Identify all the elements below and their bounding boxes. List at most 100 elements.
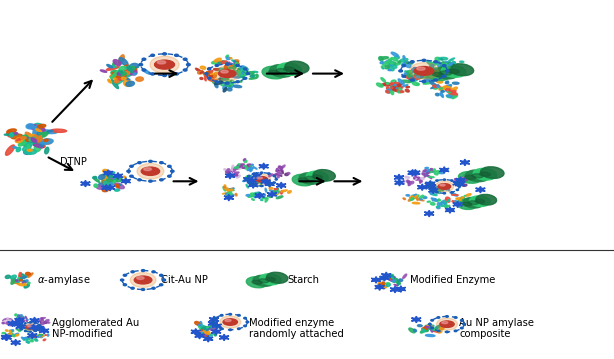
Ellipse shape xyxy=(460,197,465,199)
Ellipse shape xyxy=(446,94,455,98)
Ellipse shape xyxy=(444,64,453,67)
Ellipse shape xyxy=(241,66,248,70)
Ellipse shape xyxy=(391,280,392,281)
Ellipse shape xyxy=(254,176,261,178)
Ellipse shape xyxy=(44,322,46,323)
Ellipse shape xyxy=(123,79,131,87)
Ellipse shape xyxy=(104,178,107,186)
Ellipse shape xyxy=(142,69,151,74)
Ellipse shape xyxy=(270,194,273,195)
Ellipse shape xyxy=(206,328,209,331)
Ellipse shape xyxy=(461,179,465,180)
Ellipse shape xyxy=(435,188,439,190)
Ellipse shape xyxy=(233,188,234,189)
Ellipse shape xyxy=(280,171,282,173)
Ellipse shape xyxy=(459,172,482,183)
Ellipse shape xyxy=(394,63,401,65)
Ellipse shape xyxy=(391,89,394,95)
Ellipse shape xyxy=(265,188,266,192)
Ellipse shape xyxy=(107,178,111,186)
Circle shape xyxy=(402,75,406,77)
Polygon shape xyxy=(208,320,217,327)
Circle shape xyxy=(208,77,211,79)
Ellipse shape xyxy=(389,276,395,278)
Ellipse shape xyxy=(104,171,112,173)
Ellipse shape xyxy=(427,173,429,174)
Ellipse shape xyxy=(413,178,417,179)
Polygon shape xyxy=(211,328,221,335)
Ellipse shape xyxy=(226,83,233,86)
Ellipse shape xyxy=(443,185,446,186)
Ellipse shape xyxy=(233,64,239,67)
Ellipse shape xyxy=(200,325,206,329)
Ellipse shape xyxy=(234,62,236,64)
Ellipse shape xyxy=(394,84,402,88)
Ellipse shape xyxy=(235,169,236,170)
Ellipse shape xyxy=(231,165,234,169)
Ellipse shape xyxy=(430,192,433,194)
Ellipse shape xyxy=(225,193,227,194)
Ellipse shape xyxy=(26,338,31,339)
Circle shape xyxy=(160,179,163,181)
Circle shape xyxy=(141,270,145,271)
Ellipse shape xyxy=(384,83,392,86)
Ellipse shape xyxy=(29,137,38,142)
Ellipse shape xyxy=(408,79,418,82)
Ellipse shape xyxy=(382,282,386,286)
Ellipse shape xyxy=(17,280,19,283)
Ellipse shape xyxy=(224,66,228,70)
Ellipse shape xyxy=(273,174,280,175)
Polygon shape xyxy=(1,334,10,340)
Ellipse shape xyxy=(391,80,396,83)
Ellipse shape xyxy=(18,138,21,140)
Ellipse shape xyxy=(203,327,212,329)
Circle shape xyxy=(246,73,249,75)
Ellipse shape xyxy=(123,72,128,74)
Circle shape xyxy=(152,287,155,289)
Ellipse shape xyxy=(24,283,26,285)
Ellipse shape xyxy=(424,173,427,177)
Ellipse shape xyxy=(37,133,41,135)
Ellipse shape xyxy=(422,173,425,175)
Ellipse shape xyxy=(410,199,413,200)
Ellipse shape xyxy=(434,187,437,188)
Ellipse shape xyxy=(260,183,262,184)
Ellipse shape xyxy=(28,124,45,131)
Polygon shape xyxy=(418,184,427,190)
Ellipse shape xyxy=(448,67,452,69)
Ellipse shape xyxy=(422,328,426,330)
Ellipse shape xyxy=(23,281,28,283)
Circle shape xyxy=(431,320,433,321)
Circle shape xyxy=(411,61,414,63)
Circle shape xyxy=(208,68,211,70)
Ellipse shape xyxy=(38,335,42,336)
Ellipse shape xyxy=(101,174,109,182)
Ellipse shape xyxy=(434,173,438,175)
Ellipse shape xyxy=(26,139,33,141)
Ellipse shape xyxy=(411,68,416,73)
Circle shape xyxy=(160,162,163,164)
Polygon shape xyxy=(121,178,131,184)
Ellipse shape xyxy=(41,322,44,323)
Ellipse shape xyxy=(449,63,452,66)
Ellipse shape xyxy=(389,279,391,280)
Ellipse shape xyxy=(441,205,448,206)
Ellipse shape xyxy=(34,339,37,341)
Ellipse shape xyxy=(20,280,22,281)
Ellipse shape xyxy=(214,75,216,78)
Ellipse shape xyxy=(446,85,448,91)
Ellipse shape xyxy=(402,62,406,65)
Ellipse shape xyxy=(213,79,217,82)
Circle shape xyxy=(458,186,460,187)
Ellipse shape xyxy=(447,205,449,207)
Ellipse shape xyxy=(208,75,214,78)
Ellipse shape xyxy=(435,187,440,190)
Ellipse shape xyxy=(6,323,9,324)
Ellipse shape xyxy=(123,73,126,76)
Ellipse shape xyxy=(17,278,20,282)
Ellipse shape xyxy=(460,61,464,62)
Ellipse shape xyxy=(23,317,26,318)
Ellipse shape xyxy=(19,272,21,278)
Polygon shape xyxy=(252,172,262,179)
Ellipse shape xyxy=(26,337,29,340)
